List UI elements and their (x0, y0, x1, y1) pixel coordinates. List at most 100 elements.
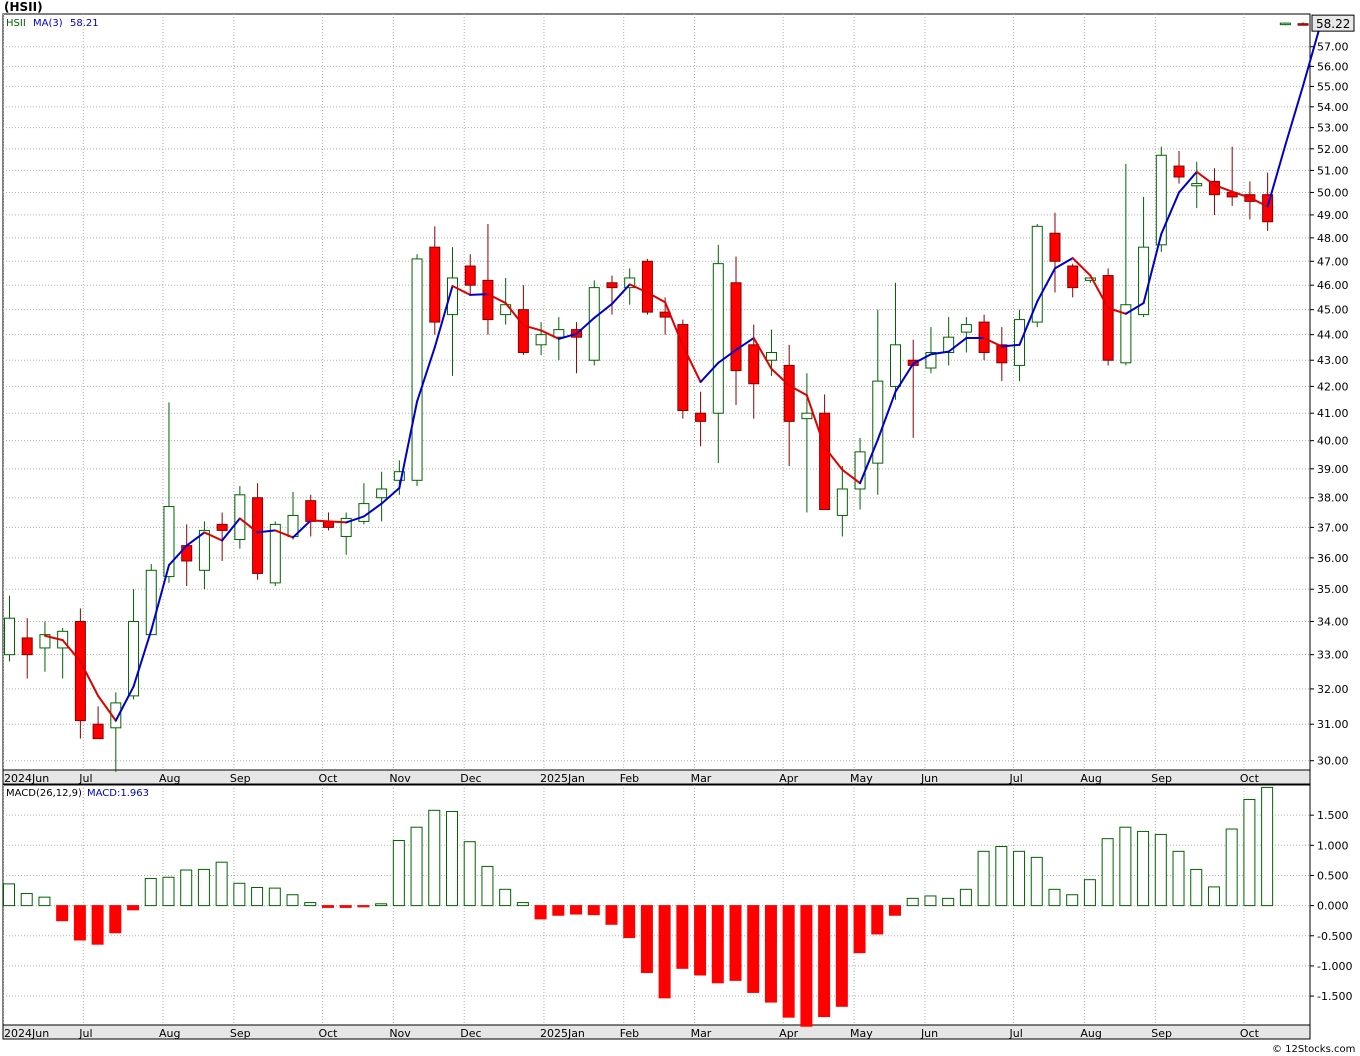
candle-body-up (447, 277, 458, 316)
macd-bar-negative (889, 905, 901, 916)
price-x-tick-label: Jun (920, 772, 938, 785)
macd-bar-positive (215, 861, 228, 907)
price-y-tick-label: 57.00 (1317, 41, 1349, 54)
ma3-line-segment (1213, 184, 1234, 193)
candle-body-up (1031, 225, 1043, 323)
macd-bar-positive (410, 826, 423, 907)
ma3-line-segment (1036, 267, 1056, 303)
macd-y-tick-label: 1.500 (1317, 809, 1349, 822)
macd-bar-negative (818, 905, 831, 1018)
macd-bar-negative (800, 905, 813, 1027)
macd-bar-negative (357, 905, 370, 908)
macd-bar-positive (20, 893, 33, 907)
candle-body-down (819, 412, 831, 511)
macd-bar-positive (233, 882, 246, 907)
candle-body-down (1049, 232, 1061, 262)
price-x-tick-label: Oct (318, 772, 338, 785)
macd-bar-positive (428, 809, 441, 907)
macd-bar-positive (197, 868, 210, 907)
macd-x-tick-label: Sep (1151, 1027, 1172, 1040)
candle-body-down (677, 324, 689, 411)
macd-bar-positive (942, 897, 955, 907)
ma3-line-segment (522, 324, 543, 332)
price-y-tick-label: 55.00 (1317, 80, 1349, 93)
candle-body-up (588, 287, 600, 361)
candle-body-up (801, 412, 813, 420)
price-x-tick-label: Jul (1009, 772, 1023, 785)
macd-y-tick-label: 0.500 (1317, 869, 1349, 882)
candle-body-down (305, 500, 317, 522)
ma3-line-segment (1160, 191, 1181, 236)
macd-bar-positive (1013, 850, 1026, 907)
ma3-line-segment (681, 344, 702, 383)
candle-body-up (269, 523, 281, 584)
price-legend-ticker: HSII (6, 18, 26, 29)
price-y-tick-label: 36.00 (1317, 552, 1349, 565)
candle-body-down (748, 344, 760, 385)
macd-y-tick-label: 0.000 (1317, 900, 1349, 913)
candle-body-down (1262, 194, 1274, 223)
macd-bar-positive (251, 887, 264, 907)
ma3-line-segment (947, 337, 968, 353)
macd-bar-negative (853, 905, 866, 954)
price-y-tick-label: 48.00 (1317, 232, 1349, 245)
macd-bar-negative (694, 905, 707, 976)
macd-bar-negative (835, 905, 848, 1007)
footer-credit: © 12Stocks.com (1272, 1044, 1355, 1055)
price-x-tick-label: Sep (230, 772, 251, 785)
macd-bar-negative (623, 905, 636, 939)
candle-body-down (730, 282, 742, 372)
ma3-line-segment (43, 634, 64, 642)
price-x-tick-label: 2024Jun (4, 772, 49, 785)
macd-bar-negative (711, 905, 724, 984)
macd-bar-positive (38, 896, 51, 907)
ma3-line-segment (593, 302, 613, 319)
ma3-line-segment (1178, 170, 1198, 194)
macd-bar-positive (1207, 886, 1220, 907)
ma3-line-segment (274, 529, 295, 539)
macd-bar-positive (144, 877, 157, 907)
macd-x-tick-label: 2024Jun (4, 1027, 49, 1040)
macd-bar-negative (764, 905, 777, 1003)
candle-body-down (74, 620, 86, 722)
macd-bar-positive (3, 883, 15, 907)
macd-bar-negative (676, 905, 689, 969)
macd-x-tick-label: Mar (691, 1027, 712, 1040)
price-panel-frame (2, 13, 1311, 771)
price-x-tick-label: 2025Jan (540, 772, 585, 785)
ma3-line-segment (469, 293, 489, 296)
candle-body-down (92, 723, 104, 740)
macd-bar-positive (1190, 868, 1203, 907)
candle-body-down (783, 364, 795, 422)
price-y-tick-label: 49.00 (1317, 209, 1349, 222)
candle-body-down (996, 344, 1008, 364)
macd-bar-positive (516, 902, 529, 907)
price-y-tick-label: 38.00 (1317, 492, 1349, 505)
price-y-tick-label: 50.00 (1317, 186, 1349, 199)
ma3-line-segment (1266, 144, 1287, 208)
candle-body-up (198, 529, 210, 571)
candle-body-up (765, 351, 777, 361)
ma3-line-segment (1053, 257, 1074, 270)
price-x-tick-label: Aug (159, 772, 180, 785)
ma3-line-segment (114, 685, 135, 722)
candle-body-down (641, 260, 653, 313)
ma3-line-segment (788, 384, 808, 397)
macd-bar-negative (729, 905, 742, 981)
macd-bar-positive (463, 841, 476, 907)
price-y-tick-label: 35.00 (1317, 583, 1349, 596)
candle-body-down (1067, 265, 1079, 289)
ma3-line-segment (380, 487, 401, 505)
ma3-line-segment (1284, 84, 1305, 147)
candle-body-up (4, 617, 15, 656)
candle-body-up (411, 258, 423, 481)
last-price-label: 58.22 (1316, 17, 1350, 31)
ma3-line-segment (717, 348, 738, 364)
macd-y-tick-label: 1.000 (1317, 839, 1349, 852)
candle-body-up (1155, 154, 1167, 246)
ma3-line-segment (504, 302, 525, 327)
macd-bar-negative (658, 905, 671, 999)
macd-x-tick-label: Dec (460, 1027, 481, 1040)
ma3-line-segment (451, 285, 472, 296)
